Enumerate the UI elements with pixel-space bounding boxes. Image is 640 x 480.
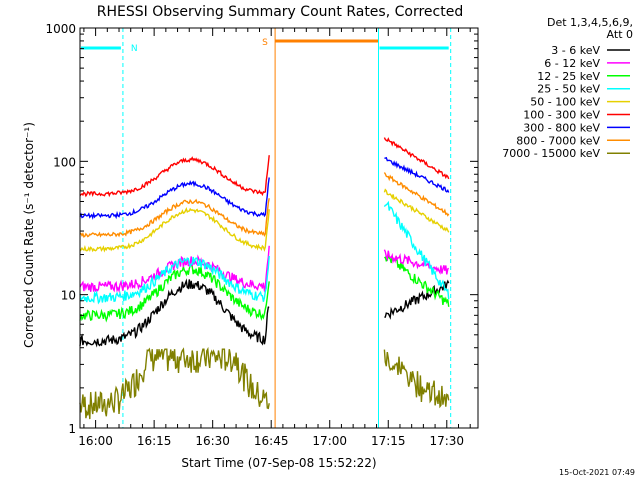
y-tick-label: 1000 (45, 22, 76, 36)
series-lines (79, 137, 450, 420)
x-tick-label: 17:00 (312, 434, 347, 448)
series-line (79, 346, 450, 420)
x-axis-label: Start Time (07-Sep-08 15:52:22) (181, 456, 376, 470)
legend-label: 50 - 100 keV (530, 96, 600, 109)
night-label: N (131, 44, 138, 54)
y-tick-label: 10 (61, 289, 76, 303)
x-tick-label: 16:00 (78, 434, 113, 448)
plot-frame (79, 27, 479, 429)
series-line (79, 137, 450, 198)
y-tick-label: 100 (53, 155, 76, 169)
series-line (79, 188, 450, 253)
x-axis-ticks: 16:00 16:15 16:30 16:45 17:00 17:15 17:30 (78, 28, 471, 448)
legend-label: 100 - 300 keV (523, 109, 600, 122)
series-line (79, 172, 450, 238)
chart-title: RHESSI Observing Summary Count Rates, Co… (97, 4, 463, 20)
y-axis-label: Corrected Count Rate (s⁻¹ detector⁻¹) (22, 122, 36, 348)
legend-header: Det 1,3,4,5,6,9, (547, 16, 633, 29)
x-tick-label: 16:45 (254, 434, 289, 448)
legend-label: 6 - 12 keV (544, 57, 600, 70)
footer-timestamp: 15-Oct-2021 07:49 (559, 468, 635, 477)
x-tick-label: 17:15 (371, 434, 406, 448)
saa-label: S (262, 38, 268, 48)
flag-bars: NS (81, 28, 452, 428)
y-tick-label: 1 (68, 422, 76, 436)
legend-label: 7000 - 15000 keV (502, 147, 600, 160)
y-axis-ticks: 1 10 100 1000 (45, 22, 478, 436)
legend-label: 12 - 25 keV (537, 70, 600, 83)
legend-header-att: Att 0 (607, 28, 633, 41)
legend-label: 3 - 6 keV (551, 44, 600, 57)
legend-label: 800 - 7000 keV (516, 134, 600, 147)
x-tick-label: 16:30 (195, 434, 230, 448)
legend-label: 25 - 50 keV (537, 83, 600, 96)
x-tick-label: 16:15 (137, 434, 172, 448)
series-line (79, 245, 450, 294)
series-line (79, 156, 450, 220)
series-line (79, 200, 450, 305)
legend-label: 300 - 800 keV (523, 121, 600, 134)
x-tick-label: 17:30 (429, 434, 464, 448)
